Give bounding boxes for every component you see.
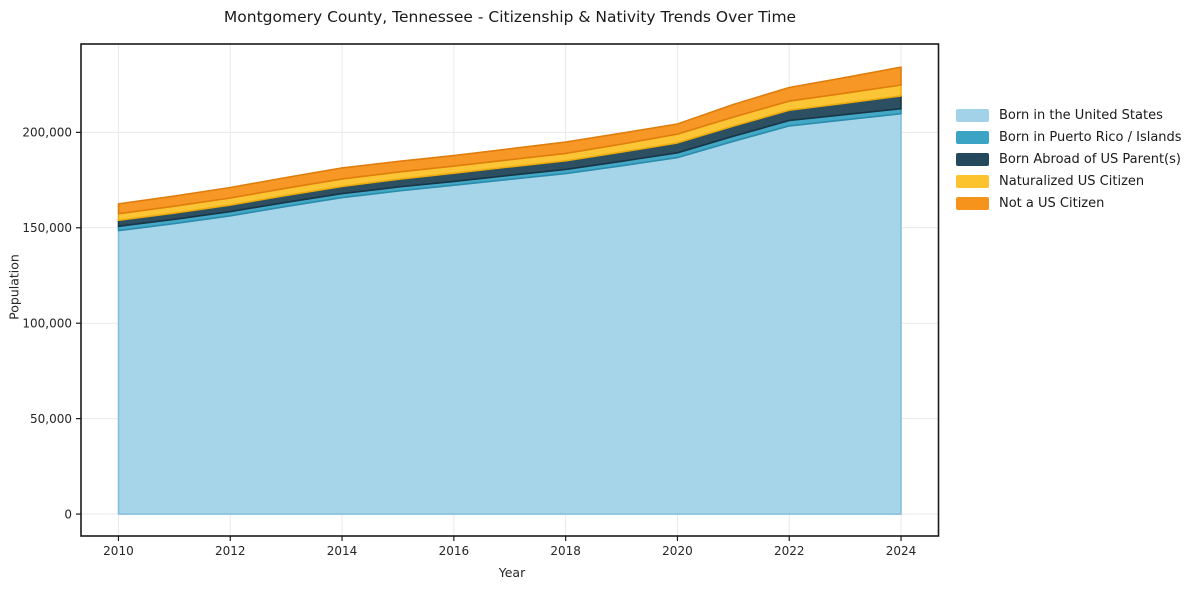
legend-label: Not a US Citizen [999, 195, 1105, 211]
legend-swatch-icon [956, 196, 989, 210]
legend-label: Born in the United States [999, 107, 1163, 123]
x-tick-label: 2020 [662, 544, 693, 558]
area-not-a-us-citizen [117, 66, 902, 215]
axis-ticks: 2010 2012 2014 2016 2018 2020 2022 2024 0 50,000 1… [22, 126, 916, 558]
x-tick-label: 2016 [439, 544, 470, 558]
legend-item: Born in the United States [956, 104, 1182, 126]
x-axis-label: Year [498, 565, 526, 580]
legend-item: Born Abroad of US Parent(s) [956, 148, 1182, 170]
legend-label: Born Abroad of US Parent(s) [999, 151, 1181, 167]
legend-swatch-icon [956, 152, 989, 166]
y-tick-label: 50,000 [30, 412, 72, 426]
x-tick-label: 2012 [215, 544, 246, 558]
legend-label: Naturalized US Citizen [999, 173, 1145, 189]
legend-item: Not a US Citizen [956, 192, 1182, 214]
x-tick-label: 2018 [550, 544, 581, 558]
y-tick-label: 200,000 [22, 126, 72, 140]
y-tick-label: 0 [64, 507, 72, 521]
legend: Born in the United States Born in Puerto … [956, 104, 1182, 214]
y-axis-label: Population [6, 254, 22, 320]
legend-swatch-icon [956, 130, 989, 144]
legend-swatch-icon [956, 108, 989, 122]
x-tick-label: 2010 [103, 544, 134, 558]
chart-title: Montgomery County, Tennessee - Citizensh… [223, 8, 797, 26]
y-tick-label: 100,000 [22, 316, 72, 330]
x-tick-label: 2024 [886, 544, 917, 558]
legend-swatch-icon [956, 174, 989, 188]
x-tick-label: 2014 [327, 544, 358, 558]
legend-label: Born in Puerto Rico / Islands [999, 129, 1182, 145]
plot-border [80, 43, 940, 537]
legend-item: Naturalized US Citizen [956, 170, 1182, 192]
x-tick-label: 2022 [774, 544, 805, 558]
legend-item: Born in Puerto Rico / Islands [956, 126, 1182, 148]
y-tick-label: 150,000 [22, 221, 72, 235]
